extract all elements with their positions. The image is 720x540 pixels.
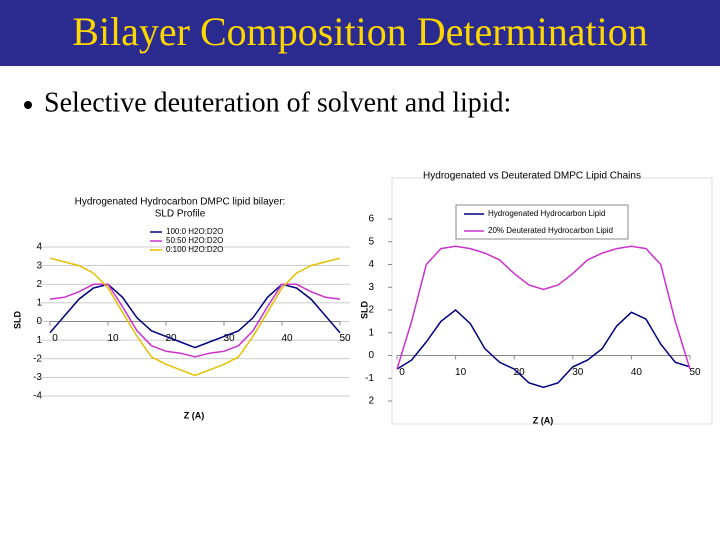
- x-tick-label: 40: [281, 333, 293, 344]
- title-bar: [0, 0, 720, 66]
- y-tick-label: 6: [368, 214, 374, 225]
- chart-title: SLD Profile: [155, 209, 206, 220]
- y-tick-label: 0: [368, 350, 374, 361]
- x-tick-label: 40: [631, 367, 643, 378]
- y-axis-label: SLD: [359, 300, 369, 319]
- x-tick-label: 30: [223, 333, 235, 344]
- legend-label: 100:0 H2O:D2O: [166, 227, 223, 236]
- series-line: [49, 283, 341, 349]
- y-tick-label: -1: [365, 373, 374, 384]
- y-tick-label: 5: [368, 236, 374, 247]
- bullet-text: Selective deuteration of solvent and lip…: [44, 87, 511, 118]
- legend-box: [455, 204, 629, 240]
- x-tick-label: 20: [514, 367, 526, 378]
- y-tick-label: -4: [33, 391, 42, 402]
- series-line: [396, 245, 691, 370]
- y-tick-label: -3: [33, 372, 42, 383]
- x-tick-label: 10: [455, 367, 467, 378]
- legend-label: 0:100 H2O:D2O: [166, 245, 223, 254]
- y-tick-label: 4: [368, 259, 374, 270]
- chart-frame: [391, 177, 713, 425]
- slide-title: Bilayer Composition Determination: [72, 9, 647, 54]
- legend-label: 50:50 H2O:D2O: [166, 236, 223, 245]
- y-tick-label: 3: [368, 282, 374, 293]
- x-tick-label: 50: [339, 333, 351, 344]
- y-tick-label: -2: [33, 353, 42, 364]
- y-tick-label: 2: [368, 305, 374, 316]
- chart-title: Hydrogenated vs Deuterated DMPC Lipid Ch…: [423, 171, 641, 182]
- y-axis-label: SLD: [12, 310, 22, 329]
- legend-label: 20% Deuterated Hydrocarbon Lipid: [488, 226, 613, 235]
- x-tick-label: 0: [399, 367, 405, 378]
- x-tick-label: 0: [52, 333, 58, 344]
- x-tick-label: 50: [689, 367, 701, 378]
- x-tick-label: 10: [107, 333, 119, 344]
- x-axis-label: Z (A): [184, 410, 205, 420]
- x-axis-label: Z (A): [533, 415, 554, 425]
- legend-label: Hydrogenated Hydrocarbon Lipid: [488, 209, 605, 218]
- series-line: [49, 257, 341, 377]
- series-line: [396, 309, 691, 389]
- y-tick-label: 2: [368, 396, 374, 407]
- chart-title: Hydrogenated Hydrocarbon DMPC lipid bila…: [75, 197, 286, 208]
- x-tick-label: 30: [572, 367, 584, 378]
- y-tick-label: 1: [368, 327, 374, 338]
- bullet-dot: [24, 101, 32, 109]
- series-line: [49, 283, 341, 358]
